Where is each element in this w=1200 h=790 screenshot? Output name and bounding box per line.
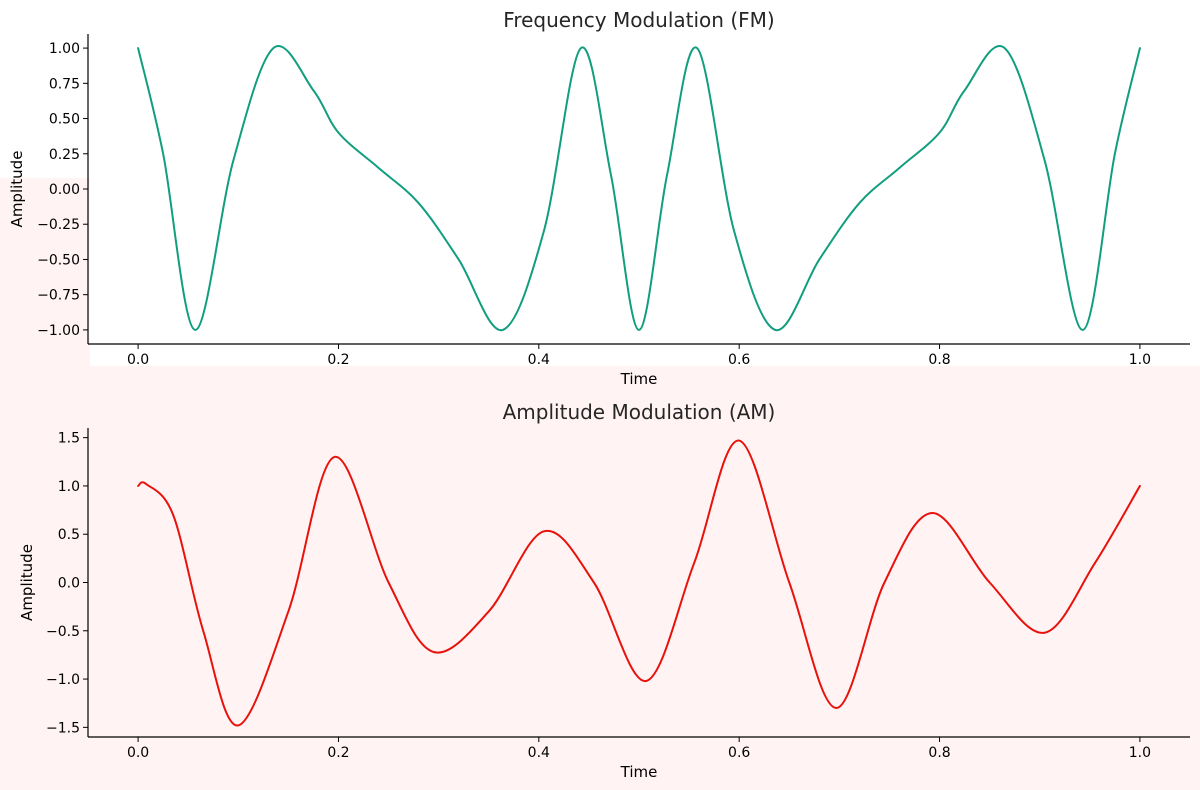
y-tick-label: −0.5	[46, 624, 80, 640]
chart-title: Amplitude Modulation (AM)	[503, 400, 776, 424]
x-tick-label: 0.0	[127, 352, 149, 368]
series-line	[137, 439, 1141, 727]
y-tick-label: 0.0	[58, 576, 80, 592]
am-chart: Amplitude Modulation (AM) 0.0 0.2 0.4 0.6 0.8…	[18, 400, 1190, 781]
fm-chart: Frequency Modulation (FM) 0.0 0.2 0.4 0.6 0.8…	[8, 8, 1190, 388]
y-axis-label: Amplitude	[8, 151, 26, 228]
x-tick-label: 0.6	[728, 745, 750, 761]
y-tick-label: −0.50	[37, 252, 80, 268]
y-tick-label: 1.5	[58, 431, 80, 447]
y-tick-label: −0.75	[37, 288, 80, 304]
y-tick-label: 0.25	[49, 147, 80, 163]
x-tick-label: 0.0	[127, 745, 149, 761]
x-tick-label: 0.8	[928, 352, 950, 368]
x-tick-label: 0.4	[528, 745, 550, 761]
x-tick-label: 1.0	[1129, 352, 1151, 368]
x-tick-label: 0.6	[728, 352, 750, 368]
y-tick-label: 1.0	[58, 479, 80, 495]
x-axis-label: Time	[620, 370, 658, 388]
x-axis-label: Time	[620, 763, 658, 781]
x-tick-label: 0.8	[928, 745, 950, 761]
x-tick-label: 0.2	[327, 352, 349, 368]
background-tint	[0, 366, 1200, 790]
y-tick-label: −1.00	[37, 323, 80, 339]
chart-title: Frequency Modulation (FM)	[503, 8, 774, 32]
y-tick-label: 0.75	[49, 76, 80, 92]
y-tick-label: 0.00	[49, 182, 80, 198]
y-tick-label: −1.0	[46, 672, 80, 688]
x-tick-label: 0.2	[327, 745, 349, 761]
y-tick-label: −1.5	[46, 720, 80, 736]
y-axis-label: Amplitude	[18, 544, 36, 621]
y-tick-label: 1.00	[49, 41, 80, 57]
y-tick-label: −0.25	[37, 217, 80, 233]
series-line	[137, 44, 1141, 331]
x-tick-label: 0.4	[528, 352, 550, 368]
y-tick-label: 0.5	[58, 527, 80, 543]
x-tick-label: 1.0	[1129, 745, 1151, 761]
y-tick-label: 0.50	[49, 112, 80, 128]
